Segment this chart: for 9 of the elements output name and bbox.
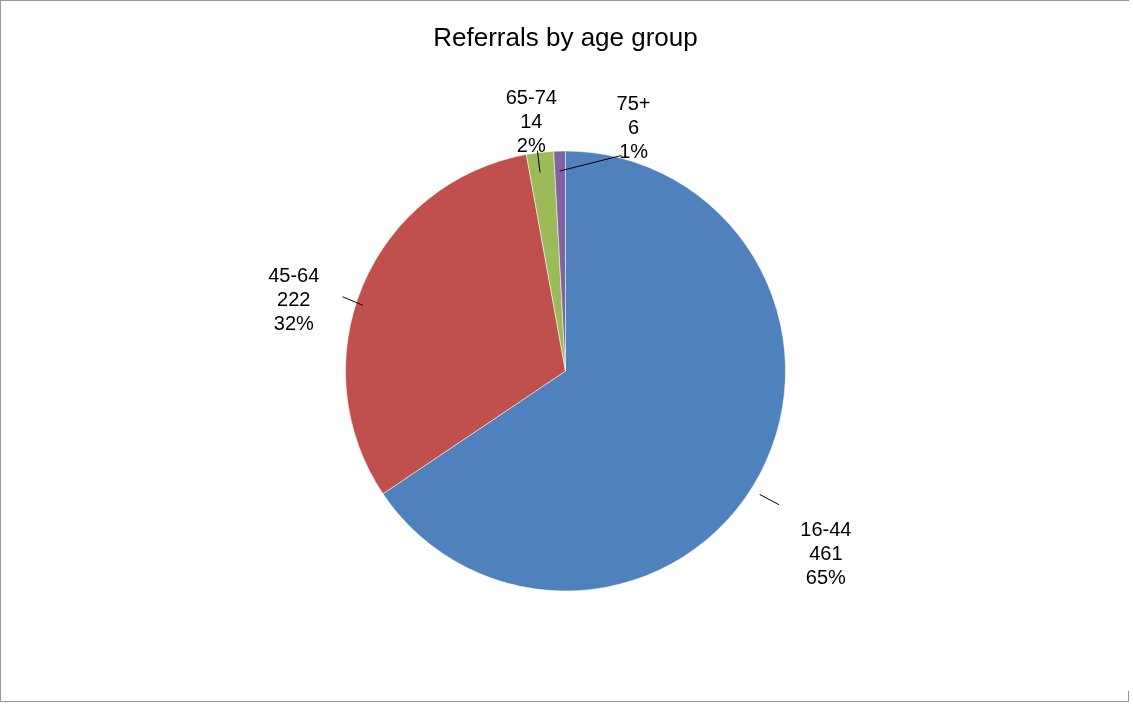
slice-label: 45-64 [268, 264, 320, 287]
slice-label: 65-74 [505, 85, 557, 108]
chart-title: Referrals by age group [433, 22, 698, 52]
data-label: 6 1% [619, 115, 649, 162]
data-label: 14 2% [516, 109, 546, 156]
slice-label: 16-44 [800, 517, 852, 540]
data-label: 222 32% [273, 288, 315, 335]
data-label: 461 65% [805, 541, 847, 588]
slice-label: 75+ [616, 91, 651, 114]
